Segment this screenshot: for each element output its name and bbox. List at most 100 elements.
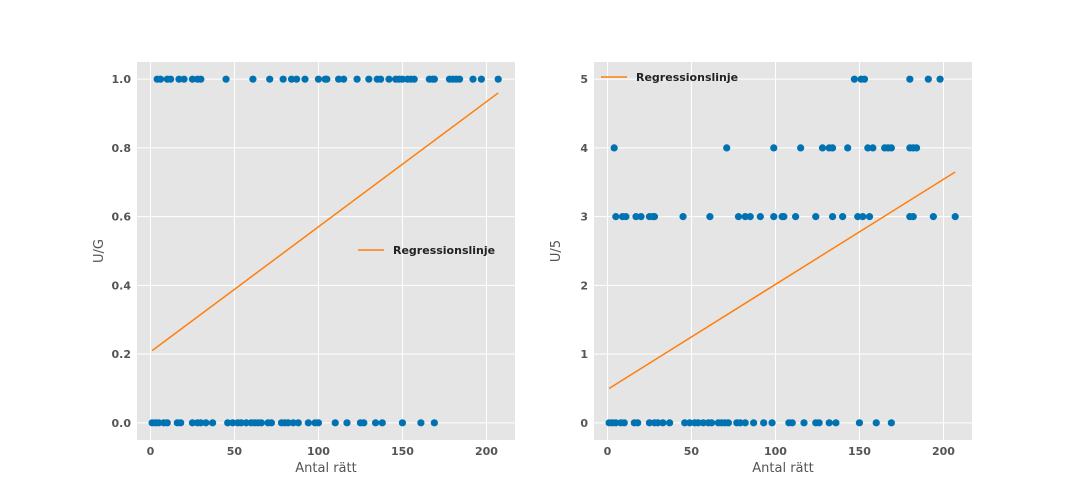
data-point: [610, 144, 618, 152]
x-tick-label: 200: [932, 445, 955, 458]
data-point: [818, 144, 827, 152]
data-point: [632, 213, 640, 221]
data-point: [229, 419, 237, 427]
x-tick-label: 50: [684, 445, 700, 458]
data-point: [314, 419, 323, 427]
data-point: [430, 75, 438, 83]
data-point: [257, 419, 265, 427]
data-point: [679, 213, 687, 221]
data-point: [289, 419, 297, 427]
data-point: [951, 213, 959, 221]
data-point: [864, 144, 872, 152]
data-point: [815, 419, 823, 427]
data-point: [167, 75, 175, 83]
x-tick-label: 200: [475, 445, 498, 458]
data-point: [156, 75, 165, 83]
data-point: [760, 419, 768, 427]
chart-panel-2: 0 50 100 150 200 0 1 2 3 4 5 Antal rätt U/5 Regressio…: [549, 62, 972, 476]
data-point: [323, 75, 331, 83]
x-tick-label: 50: [227, 445, 243, 458]
data-point: [197, 75, 205, 83]
data-point: [612, 213, 620, 221]
data-point: [385, 75, 393, 83]
y-tick-label: 5: [580, 73, 588, 86]
x-axis-label: Antal rätt: [295, 461, 356, 476]
data-point: [860, 75, 869, 83]
data-point: [828, 213, 837, 221]
data-point: [209, 419, 217, 427]
plot-background: [137, 62, 515, 440]
data-point: [293, 75, 301, 83]
data-point: [666, 419, 674, 427]
data-point: [378, 419, 386, 427]
data-point: [686, 419, 694, 427]
data-point: [365, 75, 373, 83]
data-point: [177, 419, 185, 427]
data-point: [430, 419, 438, 427]
data-point: [909, 213, 917, 221]
y-tick-label: 0: [580, 417, 588, 430]
y-axis-label: U/G: [92, 239, 107, 263]
data-point: [279, 75, 287, 83]
data-point: [859, 213, 867, 221]
data-point: [855, 419, 864, 427]
data-point: [768, 419, 776, 427]
data-point: [912, 144, 921, 152]
data-point: [746, 213, 754, 221]
data-point: [659, 419, 667, 427]
data-point: [267, 419, 275, 427]
data-point: [622, 213, 630, 221]
data-point: [724, 419, 733, 427]
data-point: [266, 75, 274, 83]
data-point: [770, 144, 778, 152]
y-tick-label: 0.4: [112, 279, 132, 292]
data-point: [175, 75, 183, 83]
data-point: [929, 213, 937, 221]
data-point: [197, 419, 205, 427]
x-tick-label: 150: [391, 445, 414, 458]
data-point: [477, 75, 485, 83]
y-tick-label: 2: [580, 279, 588, 292]
data-point: [494, 75, 502, 83]
data-point: [936, 75, 944, 83]
x-tick-label: 100: [307, 445, 330, 458]
data-point: [335, 75, 343, 83]
data-point: [237, 419, 245, 427]
data-point: [699, 419, 707, 427]
data-point: [331, 419, 339, 427]
data-point: [650, 213, 659, 221]
data-point: [202, 419, 210, 427]
data-point: [645, 419, 654, 427]
data-point: [832, 419, 840, 427]
x-tick-label: 0: [147, 445, 155, 458]
data-point: [850, 75, 859, 83]
data-point: [314, 75, 323, 83]
data-point: [736, 419, 744, 427]
data-point: [301, 75, 309, 83]
data-point: [812, 213, 820, 221]
data-point: [360, 419, 368, 427]
data-point: [924, 75, 932, 83]
data-point: [887, 144, 895, 152]
data-point: [706, 213, 714, 221]
data-point: [887, 419, 895, 427]
y-axis-label: U/5: [549, 240, 564, 262]
data-point: [242, 419, 250, 427]
y-tick-label: 4: [580, 142, 588, 155]
data-point: [756, 213, 764, 221]
y-tick-label: 0.6: [112, 211, 132, 224]
data-point: [828, 144, 837, 152]
data-point: [377, 75, 385, 83]
data-point: [708, 419, 716, 427]
data-point: [340, 75, 348, 83]
data-point: [188, 75, 197, 83]
data-point: [780, 213, 788, 221]
plot-background: [594, 62, 972, 440]
data-point: [694, 419, 702, 427]
data-point: [865, 213, 874, 221]
y-tick-label: 0.8: [112, 142, 132, 155]
data-point: [343, 419, 351, 427]
data-point: [734, 213, 743, 221]
data-point: [224, 419, 232, 427]
